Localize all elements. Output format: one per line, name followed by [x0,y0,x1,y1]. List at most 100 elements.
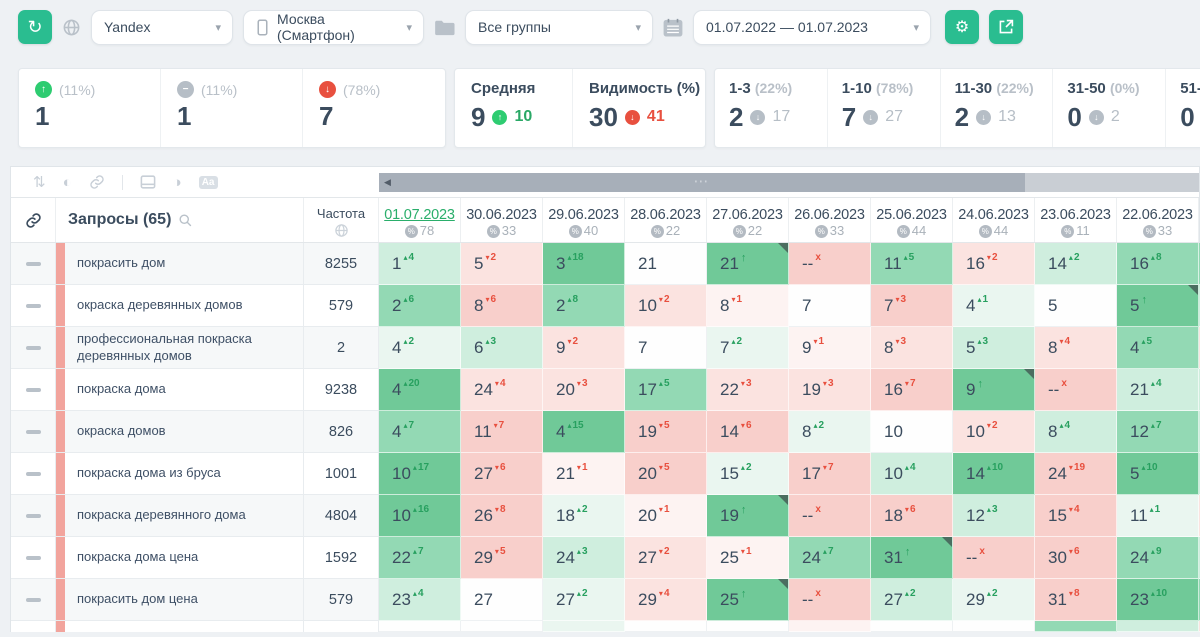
date-label[interactable]: 23.06.2023 [1040,206,1111,223]
scrollbar-thumb[interactable]: ◀ ⋯ [379,173,1025,192]
keyword-cell[interactable]: покраска деревянного дома [56,495,304,537]
row-handle[interactable] [11,579,56,621]
rank-cell[interactable]: 22 ▴ 7 [379,537,461,579]
date-label[interactable]: 27.06.2023 [712,206,783,223]
rank-cell[interactable]: 5 ▴ 10 [1117,453,1199,495]
date-column-header[interactable]: 23.06.2023% 11 [1035,198,1117,242]
row-handle[interactable] [11,327,56,369]
rank-cell[interactable]: 21 [625,243,707,285]
rank-cell[interactable]: 4 ▴ 5 [1117,327,1199,369]
rank-cell[interactable]: 5 ↑ [1117,285,1199,327]
row-handle[interactable] [11,243,56,285]
rank-cell[interactable]: 19 ▾ 5 [625,411,707,453]
rank-cell[interactable]: 29 ▾ 4 [625,579,707,621]
link-column-header[interactable] [11,198,56,242]
rank-cell[interactable]: 21 ↑ [707,243,789,285]
rank-cell[interactable]: 27 ▾ 2 [625,537,707,579]
rank-cell[interactable]: 31 ↑ [871,537,953,579]
card-view-icon[interactable] [140,175,156,189]
date-column-header[interactable]: 30.06.2023% 33 [461,198,543,242]
rank-cell[interactable]: 29 ▾ 5 [461,537,543,579]
date-label[interactable]: 26.06.2023 [794,206,865,223]
refresh-button[interactable]: ↻ [18,10,52,44]
link-icon[interactable] [89,174,105,190]
rank-cell[interactable]: 4 ▴ 15 [543,411,625,453]
sort-icon[interactable]: ⇅ [33,174,46,191]
rank-cell[interactable]: 6 ▴ 3 [461,327,543,369]
rank-cell[interactable]: 4 ▴ 1 [953,285,1035,327]
rank-cell[interactable]: 14 ▴ 2 [1035,243,1117,285]
rank-cell[interactable]: 11 ▾ 7 [461,411,543,453]
rank-cell[interactable]: 8 ▾ 3 [871,327,953,369]
rank-cell[interactable]: 24 ▾ 4 [461,369,543,411]
rank-cell[interactable]: 24 ▴ 9 [1117,537,1199,579]
rank-cell[interactable]: 15 ▴ 2 [707,453,789,495]
rank-cell[interactable]: 20 ▾ 1 [625,495,707,537]
horizontal-scrollbar[interactable]: ◀ ⋯ [379,173,1199,192]
region-select[interactable]: Москва (Смартфон) ▾ [243,9,424,45]
rank-cell[interactable]: 22 ▾ 3 [707,369,789,411]
rank-cell[interactable]: 12 ▴ 7 [1117,411,1199,453]
rank-cell[interactable]: 5 ▾ 2 [461,243,543,285]
date-column-header[interactable]: 27.06.2023% 22 [707,198,789,242]
rank-cell[interactable]: 10 ▴ 16 [379,495,461,537]
keyword-cell[interactable]: покрасить дом [56,243,304,285]
rank-cell[interactable]: 9 ↑ [953,369,1035,411]
rank-cell[interactable]: 19 ↑ [707,495,789,537]
rank-cell[interactable]: 20 ▾ 5 [625,453,707,495]
rank-cell[interactable]: 21 ▾ 1 [543,453,625,495]
half-circle-icon[interactable]: ◐ [62,173,72,191]
keyword-cell[interactable]: покраска дома [56,369,304,411]
keyword-cell[interactable]: покрасить дом цена [56,579,304,621]
date-column-header[interactable]: 01.07.2023% 78 [379,198,461,242]
row-handle[interactable] [11,495,56,537]
rank-cell[interactable]: 16 ▴ 8 [1117,243,1199,285]
date-label[interactable]: 22.06.2023 [1122,206,1193,223]
queries-column-header[interactable]: Запросы (65) [56,198,304,242]
rank-cell[interactable]: -- x [789,243,871,285]
rank-cell[interactable]: 17 ▴ 5 [625,369,707,411]
rank-cell[interactable]: 17 ▾ 7 [789,453,871,495]
rank-cell[interactable]: 8 ▴ 2 [789,411,871,453]
date-column-header[interactable]: 29.06.2023% 40 [543,198,625,242]
date-column-header[interactable]: 25.06.2023% 44 [871,198,953,242]
date-label[interactable]: 29.06.2023 [548,206,619,223]
rank-cell[interactable]: 24 ▾ 19 [1035,453,1117,495]
rank-cell[interactable]: 21 ▴ 4 [1117,369,1199,411]
date-label[interactable]: 25.06.2023 [876,206,947,223]
rank-cell[interactable]: 24 ▴ 3 [543,537,625,579]
rank-cell[interactable]: 11 ▴ 1 [1117,495,1199,537]
rank-cell[interactable]: 4 ▴ 20 [379,369,461,411]
font-size-icon[interactable]: Aa [198,175,218,189]
rank-cell[interactable]: 25 ▾ 1 [707,537,789,579]
date-label[interactable]: 01.07.2023 [384,206,455,223]
export-button[interactable] [989,10,1023,44]
keyword-cell[interactable]: профессиональная покраска деревянных дом… [56,327,304,369]
rank-cell[interactable]: 31 ▾ 8 [1035,579,1117,621]
rank-cell[interactable]: 30 ▾ 6 [1035,537,1117,579]
rank-cell[interactable]: 11 ▴ 5 [871,243,953,285]
rank-cell[interactable]: 7 [625,327,707,369]
date-label[interactable]: 28.06.2023 [630,206,701,223]
row-handle[interactable] [11,411,56,453]
rank-cell[interactable]: 9 ▾ 1 [789,327,871,369]
rank-cell[interactable]: 2 ▴ 6 [379,285,461,327]
date-column-header[interactable]: 24.06.2023% 44 [953,198,1035,242]
rank-cell[interactable]: 10 ▾ 2 [953,411,1035,453]
rank-cell[interactable]: 14 ▴ 10 [953,453,1035,495]
rank-cell[interactable]: 25 ↑ [707,579,789,621]
rank-cell[interactable]: -- x [789,579,871,621]
rank-cell[interactable]: 7 ▾ 3 [871,285,953,327]
rank-cell[interactable]: 8 ▾ 1 [707,285,789,327]
rank-cell[interactable]: 27 [461,579,543,621]
rank-cell[interactable]: 27 ▴ 2 [871,579,953,621]
rank-cell[interactable]: 14 ▾ 6 [707,411,789,453]
rank-cell[interactable]: 10 ▴ 4 [871,453,953,495]
rank-cell[interactable]: 10 ▾ 2 [625,285,707,327]
rank-cell[interactable]: 15 ▾ 4 [1035,495,1117,537]
rank-cell[interactable]: 5 [1035,285,1117,327]
rank-cell[interactable]: 7 ▴ 2 [707,327,789,369]
rank-cell[interactable]: 10 [871,411,953,453]
rank-cell[interactable]: 12 ▴ 3 [953,495,1035,537]
date-column-header[interactable]: 26.06.2023% 33 [789,198,871,242]
